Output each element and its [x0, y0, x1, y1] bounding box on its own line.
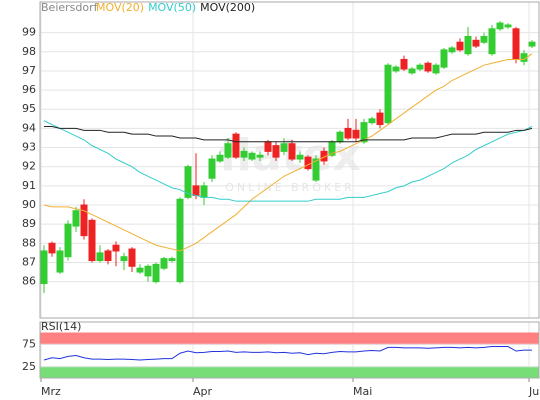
candle-body [456, 41, 464, 51]
candle-body [176, 198, 184, 283]
candle-body [280, 143, 288, 152]
candle-body [168, 258, 176, 262]
legend-label: MOV(20) [96, 1, 144, 14]
candle-body [80, 204, 88, 237]
candle-body [56, 250, 64, 273]
candle-body [264, 141, 272, 152]
candle-body [192, 185, 200, 196]
candle-body [504, 24, 512, 28]
rsi-band [39, 332, 540, 345]
candle-body [160, 258, 168, 269]
candle-body [96, 252, 104, 262]
candle-body [400, 58, 408, 70]
rsi-band [39, 366, 540, 379]
y-tick-label: 94 [22, 121, 36, 134]
candle-body [240, 150, 248, 158]
candle-body [312, 158, 320, 181]
x-tick-label: Jun [528, 385, 540, 398]
candle-body [88, 219, 96, 262]
candle-body [224, 143, 232, 158]
candle-body [288, 143, 296, 160]
y-tick-label: 96 [22, 83, 36, 96]
y-tick-label: 87 [22, 255, 36, 268]
moving-average-line [43, 53, 533, 252]
candle-body [392, 66, 400, 72]
x-tick-label: Mai [353, 385, 372, 398]
rsi-tick-label: 25 [22, 360, 36, 373]
candle-body [112, 244, 120, 252]
candle-body [416, 64, 424, 70]
candle-body [296, 154, 304, 160]
candle-body [136, 267, 144, 273]
candle-body [440, 49, 448, 68]
legend-label: MOV(200) [200, 1, 255, 14]
candle-body [128, 248, 136, 267]
watermark-sub: ONLINE BROKER [225, 181, 355, 194]
candle-body [360, 122, 368, 143]
candle-body [344, 127, 352, 139]
candle-body [384, 64, 392, 124]
candle-body [472, 39, 480, 47]
legend-label: Beiersdorf [41, 1, 99, 14]
candle-body [272, 145, 280, 158]
candle-body [216, 154, 224, 162]
candle-body [432, 64, 440, 74]
y-tick-label: 99 [22, 26, 36, 39]
candle-body [40, 250, 48, 285]
rsi-title: RSI(14) [41, 320, 81, 333]
rsi-tick-label: 75 [22, 337, 36, 350]
candle-body [376, 112, 384, 126]
y-tick-label: 91 [22, 179, 36, 192]
y-tick-label: 97 [22, 64, 36, 77]
y-tick-label: 92 [22, 160, 36, 173]
candle-body [104, 250, 112, 262]
y-tick-label: 98 [22, 45, 36, 58]
candle-body [304, 156, 312, 170]
main-panel-frame [39, 1, 540, 319]
candle-body [480, 35, 488, 43]
candle-body [488, 28, 496, 55]
x-tick-label: Mrz [41, 385, 61, 398]
y-tick-label: 90 [22, 198, 36, 211]
y-tick-label: 89 [22, 217, 36, 230]
candle-body [64, 223, 72, 258]
x-tick-label: Apr [193, 385, 213, 398]
candle-body [336, 131, 344, 143]
rsi-line [43, 346, 532, 361]
candle-body [248, 152, 256, 160]
candle-body [464, 35, 472, 55]
candle-body [496, 22, 504, 30]
rsi-panel-frame [39, 321, 540, 379]
candle-body [144, 265, 152, 277]
candle-body [48, 242, 56, 254]
candle-body [120, 256, 128, 262]
candle-body [352, 129, 360, 139]
candle-body [72, 210, 80, 227]
y-tick-label: 93 [22, 141, 36, 154]
candle-body [408, 68, 416, 74]
candle-body [512, 28, 520, 60]
candle-body [528, 41, 536, 47]
candle-body [152, 263, 160, 283]
y-tick-label: 88 [22, 236, 36, 249]
candle-body [368, 118, 376, 124]
y-tick-label: 86 [22, 275, 36, 288]
candle-body [200, 185, 208, 198]
candle-body [232, 133, 240, 158]
candle-body [424, 62, 432, 72]
y-tick-label: 95 [22, 102, 36, 115]
candle-body [256, 154, 264, 158]
moving-average-line [44, 125, 533, 143]
candle-body [448, 47, 456, 53]
candle-body [208, 158, 216, 179]
legend-label: MOV(50) [148, 1, 196, 14]
candle-body [184, 166, 192, 198]
moving-average-line [43, 120, 533, 202]
